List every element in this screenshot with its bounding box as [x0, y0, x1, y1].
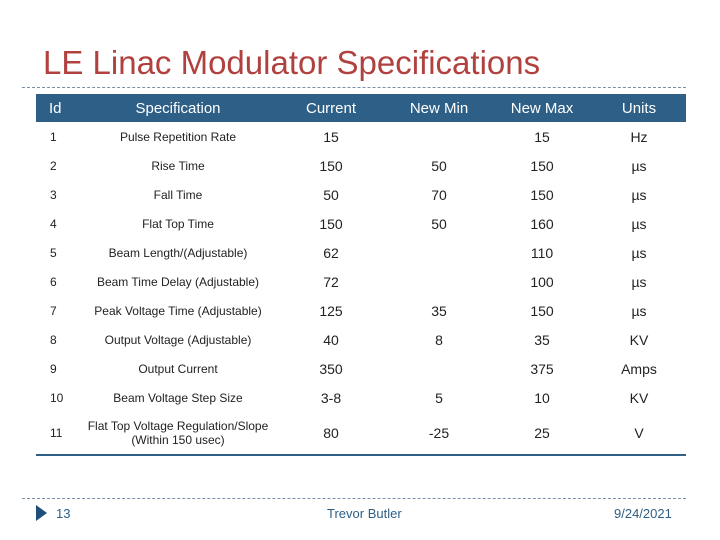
cell-current: 350: [276, 354, 386, 383]
cell-id: 4: [36, 209, 80, 238]
cell-new-max: 35: [492, 325, 592, 354]
title-divider: [22, 87, 686, 88]
table-row: 10 Beam Voltage Step Size 3-8 5 10 KV: [36, 383, 686, 412]
cell-new-max: 150: [492, 180, 592, 209]
cell-new-max: 150: [492, 151, 592, 180]
cell-specification: Fall Time: [80, 180, 276, 209]
cell-new-max: 160: [492, 209, 592, 238]
header-current: Current: [276, 94, 386, 122]
table-row: 2 Rise Time 150 50 150 µs: [36, 151, 686, 180]
cell-new-min: -25: [386, 412, 492, 456]
cell-current: 80: [276, 412, 386, 456]
table-row: 8 Output Voltage (Adjustable) 40 8 35 KV: [36, 325, 686, 354]
cell-new-min: [386, 354, 492, 383]
cell-current: 62: [276, 238, 386, 267]
cell-new-max: 375: [492, 354, 592, 383]
cell-units: µs: [592, 238, 686, 267]
cell-units: KV: [592, 383, 686, 412]
cell-id: 10: [36, 383, 80, 412]
cell-specification: Pulse Repetition Rate: [80, 122, 276, 151]
cell-new-min: 5: [386, 383, 492, 412]
cell-units: µs: [592, 296, 686, 325]
table-row: 7 Peak Voltage Time (Adjustable) 125 35 …: [36, 296, 686, 325]
cell-id: 2: [36, 151, 80, 180]
cell-id: 6: [36, 267, 80, 296]
cell-current: 125: [276, 296, 386, 325]
header-units: Units: [592, 94, 686, 122]
cell-id: 1: [36, 122, 80, 151]
play-arrow-icon: [36, 505, 47, 521]
table-row: 11 Flat Top Voltage Regulation/Slope (Wi…: [36, 412, 686, 456]
cell-id: 9: [36, 354, 80, 383]
cell-new-min: 70: [386, 180, 492, 209]
footer-date: 9/24/2021: [614, 506, 672, 521]
header-new-max: New Max: [492, 94, 592, 122]
page-number: 13: [56, 506, 71, 521]
cell-new-min: 50: [386, 151, 492, 180]
cell-id: 11: [36, 412, 80, 456]
slide-title: LE Linac Modulator Specifications: [43, 44, 541, 81]
cell-specification: Rise Time: [80, 151, 276, 180]
cell-specification: Output Voltage (Adjustable): [80, 325, 276, 354]
cell-id: 3: [36, 180, 80, 209]
cell-new-max: 25: [492, 412, 592, 456]
cell-new-max: 100: [492, 267, 592, 296]
cell-new-min: [386, 267, 492, 296]
cell-new-max: 10: [492, 383, 592, 412]
cell-units: Amps: [592, 354, 686, 383]
cell-current: 40: [276, 325, 386, 354]
cell-units: µs: [592, 209, 686, 238]
cell-new-min: 8: [386, 325, 492, 354]
cell-current: 150: [276, 151, 386, 180]
cell-current: 72: [276, 267, 386, 296]
cell-id: 5: [36, 238, 80, 267]
footer-author: Trevor Butler: [327, 506, 402, 521]
cell-new-min: 50: [386, 209, 492, 238]
cell-specification: Peak Voltage Time (Adjustable): [80, 296, 276, 325]
cell-new-min: 35: [386, 296, 492, 325]
cell-specification: Output Current: [80, 354, 276, 383]
cell-current: 50: [276, 180, 386, 209]
table-row: 4 Flat Top Time 150 50 160 µs: [36, 209, 686, 238]
table-row: 6 Beam Time Delay (Adjustable) 72 100 µs: [36, 267, 686, 296]
cell-specification: Flat Top Time: [80, 209, 276, 238]
specifications-table: Id Specification Current New Min New Max…: [36, 94, 686, 456]
cell-current: 150: [276, 209, 386, 238]
cell-new-min: [386, 122, 492, 151]
cell-units: Hz: [592, 122, 686, 151]
cell-specification: Beam Length/(Adjustable): [80, 238, 276, 267]
table-row: 5 Beam Length/(Adjustable) 62 110 µs: [36, 238, 686, 267]
table-row: 3 Fall Time 50 70 150 µs: [36, 180, 686, 209]
cell-current: 15: [276, 122, 386, 151]
cell-new-max: 150: [492, 296, 592, 325]
table-header-row: Id Specification Current New Min New Max…: [36, 94, 686, 122]
cell-units: µs: [592, 267, 686, 296]
cell-new-max: 15: [492, 122, 592, 151]
cell-id: 7: [36, 296, 80, 325]
cell-current: 3-8: [276, 383, 386, 412]
cell-specification: Beam Time Delay (Adjustable): [80, 267, 276, 296]
cell-units: µs: [592, 151, 686, 180]
cell-specification: Flat Top Voltage Regulation/Slope (Withi…: [80, 412, 276, 456]
cell-new-min: [386, 238, 492, 267]
footer-divider: [22, 498, 686, 499]
cell-units: V: [592, 412, 686, 456]
cell-new-max: 110: [492, 238, 592, 267]
header-specification: Specification: [80, 94, 276, 122]
header-new-min: New Min: [386, 94, 492, 122]
cell-specification: Beam Voltage Step Size: [80, 383, 276, 412]
table-row: 9 Output Current 350 375 Amps: [36, 354, 686, 383]
cell-units: µs: [592, 180, 686, 209]
cell-id: 8: [36, 325, 80, 354]
cell-units: KV: [592, 325, 686, 354]
header-id: Id: [36, 94, 80, 122]
table-row: 1 Pulse Repetition Rate 15 15 Hz: [36, 122, 686, 151]
